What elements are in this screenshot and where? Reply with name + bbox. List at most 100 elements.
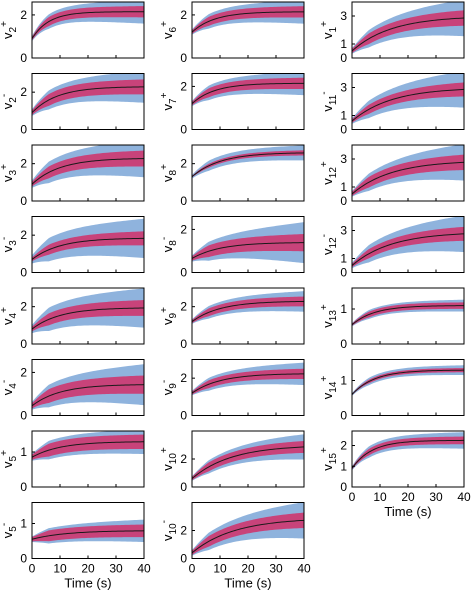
x-tick-label: 10	[373, 490, 387, 504]
panel-v4-minus: 0 2v4-	[0, 359, 145, 423]
mean-line	[191, 242, 305, 259]
y-axis-label: v4-	[0, 380, 19, 395]
outer-band	[192, 145, 304, 179]
y-axis-label: v6+	[159, 21, 179, 39]
inner-band	[352, 368, 464, 396]
mean-line	[31, 307, 145, 330]
inner-band	[192, 6, 304, 34]
inner-band	[352, 82, 464, 123]
panel-v3-plus: 0 2v3+	[0, 144, 145, 208]
panel-v1-plus: 01 3v1+	[319, 1, 465, 65]
y-tick-label: 0	[180, 123, 187, 137]
outer-band	[352, 365, 464, 396]
x-axis-label: Time (s)	[384, 504, 431, 519]
y-tick-label: 2	[180, 300, 187, 314]
x-tick-label: 30	[269, 562, 283, 576]
mean-line	[351, 233, 465, 266]
mean-line	[31, 237, 145, 260]
x-tick-label: 10	[53, 562, 67, 576]
y-axis-label: v4+	[0, 307, 19, 325]
panel-v8-plus: 0 2v8+	[159, 144, 305, 208]
x-axis-label: Time (s)	[64, 576, 111, 591]
y-tick-label: 2	[340, 439, 347, 453]
x-tick-label: 10	[213, 562, 227, 576]
x-axis-label: Time (s)	[224, 576, 271, 591]
y-tick-label: 3	[340, 224, 347, 238]
y-axis-label: v3+	[0, 164, 19, 182]
mean-line	[31, 158, 145, 185]
inner-band	[352, 226, 464, 268]
y-tick-label: 2	[180, 8, 187, 22]
panel-v2-plus: 0 2v2+	[0, 1, 145, 65]
y-tick-label: 0	[180, 480, 187, 494]
y-tick-label: 0	[180, 552, 187, 566]
y-axis-label: v12-	[319, 234, 339, 255]
mean-line	[31, 530, 145, 540]
y-tick-label: 2	[20, 300, 27, 314]
y-tick-label: 2	[20, 8, 27, 22]
panel-v4-plus: 0 2v4+	[0, 287, 145, 351]
y-axis-label: v3-	[0, 237, 19, 252]
y-tick-label: 1	[340, 252, 347, 266]
y-tick-label: 2	[20, 228, 27, 242]
mean-line	[31, 384, 145, 407]
mean-line	[191, 446, 305, 479]
inner-band	[352, 302, 464, 326]
mean-line	[351, 88, 465, 122]
y-axis-label: v12+	[319, 161, 339, 185]
mean-line	[351, 17, 465, 52]
y-tick-label: 2	[180, 222, 187, 236]
y-tick-label: 2	[20, 85, 27, 99]
y-tick-label: 0	[340, 51, 347, 65]
y-axis-label: v5+	[0, 450, 19, 468]
x-tick-label: 0	[29, 562, 36, 576]
y-axis-label: v5-	[0, 523, 19, 538]
y-tick-label: 0	[20, 194, 27, 208]
x-tick-label: 30	[429, 490, 443, 504]
inner-band	[32, 79, 144, 115]
y-axis-label: v10+	[159, 447, 179, 471]
mean-line	[31, 441, 145, 458]
y-axis-label: v7+	[159, 92, 179, 110]
panel-v8-minus: 0 2v8-	[159, 216, 305, 280]
y-axis-label: v1+	[319, 21, 339, 39]
y-tick-label: 0	[20, 51, 27, 65]
x-tick-label: 40	[457, 490, 471, 504]
y-tick-label: 0	[180, 194, 187, 208]
inner-band	[192, 368, 304, 395]
y-tick-label: 1	[340, 180, 347, 194]
y-axis-label: v13+	[319, 304, 339, 328]
y-axis-label: v9-	[159, 380, 179, 395]
y-tick-label: 3	[340, 152, 347, 166]
y-tick-label: 1	[340, 302, 347, 316]
mean-line	[191, 373, 305, 394]
panel-v5-plus: 0 1v5+	[0, 430, 145, 494]
inner-band	[32, 300, 144, 332]
x-tick-label: 20	[81, 562, 95, 576]
inner-band	[32, 524, 144, 542]
x-tick-label: 20	[401, 490, 415, 504]
mean-line	[351, 369, 465, 395]
y-tick-label: 1	[20, 445, 27, 459]
mean-line	[191, 152, 305, 178]
y-tick-label: 2	[180, 452, 187, 466]
y-tick-label: 0	[340, 337, 347, 351]
panel-v9-plus: 0 2v9+	[159, 287, 305, 351]
inner-band	[192, 296, 304, 324]
y-tick-label: 0	[20, 266, 27, 280]
y-tick-label: 0	[20, 552, 27, 566]
panel-v3-minus: 0 2v3-	[0, 216, 145, 280]
x-tick-label: 20	[241, 562, 255, 576]
y-tick-label: 0	[180, 266, 187, 280]
inner-band	[32, 434, 144, 460]
y-tick-label: 2	[180, 157, 187, 171]
y-tick-label: 0	[180, 51, 187, 65]
y-tick-label: 0	[20, 337, 27, 351]
